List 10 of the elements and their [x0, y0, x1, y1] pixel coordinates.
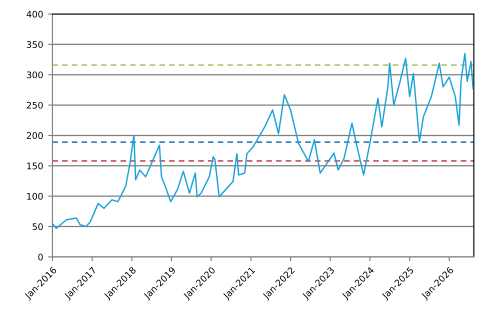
y-tick-label: 250	[26, 102, 43, 109]
y-tick-label: 100	[27, 192, 43, 200]
y-tick-label: 400	[26, 10, 43, 18]
y-tick-label: 0	[38, 254, 43, 260]
y-tick-label: 150	[27, 162, 43, 170]
y-tick-label: 350	[26, 41, 43, 48]
y-tick-label: 300	[26, 71, 43, 78]
y-tick-label: 200	[26, 132, 43, 140]
line-series	[52, 52, 474, 230]
y-tick-label: 50	[32, 223, 43, 230]
